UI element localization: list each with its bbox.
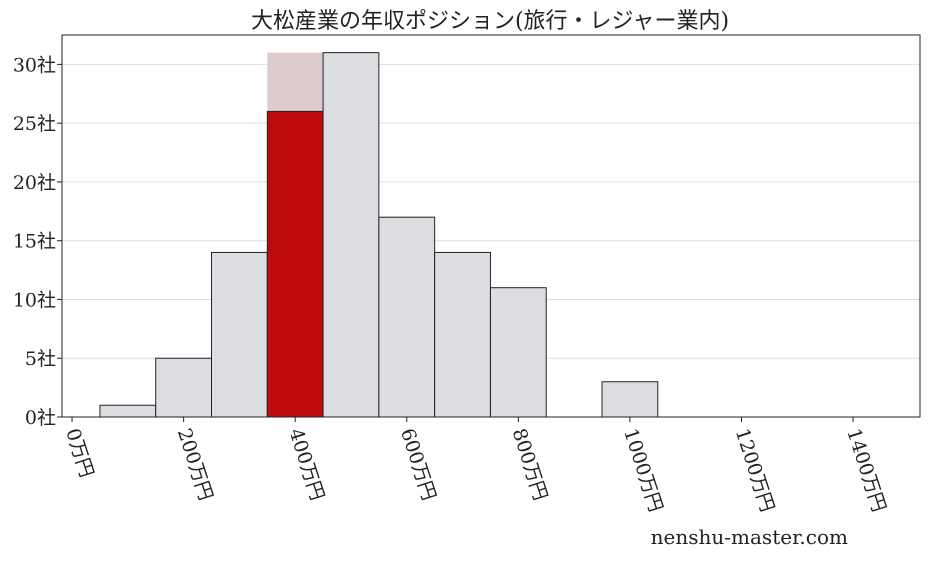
bar [211,251,268,418]
x-tick-label: 1400万円 [842,426,890,515]
y-tick-label: 0社 [25,407,56,429]
y-tick-label: 10社 [13,289,56,311]
x-tick-label: 600万円 [396,426,440,503]
y-tick-label: 20社 [13,172,56,194]
y-tick-label: 15社 [13,231,56,253]
bar [378,216,436,418]
bar [155,357,213,418]
x-tick-label: 400万円 [284,426,328,503]
x-tick-label: 1000万円 [619,426,667,515]
bar [99,404,157,418]
bar [434,251,491,418]
x-tick-label: 200万円 [173,426,217,503]
x-tick-label: 0万円 [61,426,97,480]
y-tick-label: 30社 [13,54,56,76]
bar [489,287,547,418]
watermark: nenshu-master.com [651,525,848,549]
bar [601,381,659,418]
bar [322,52,380,418]
y-tick-label: 5社 [25,348,56,370]
chart-title: 大松産業の年収ポジション(旅行・レジャー業内) [251,9,729,34]
x-tick-label: 1200万円 [731,426,779,515]
highlight-bar [266,110,324,418]
y-tick-label: 25社 [13,113,56,135]
plot-frame [61,34,921,418]
x-tick-label: 800万円 [508,426,552,503]
